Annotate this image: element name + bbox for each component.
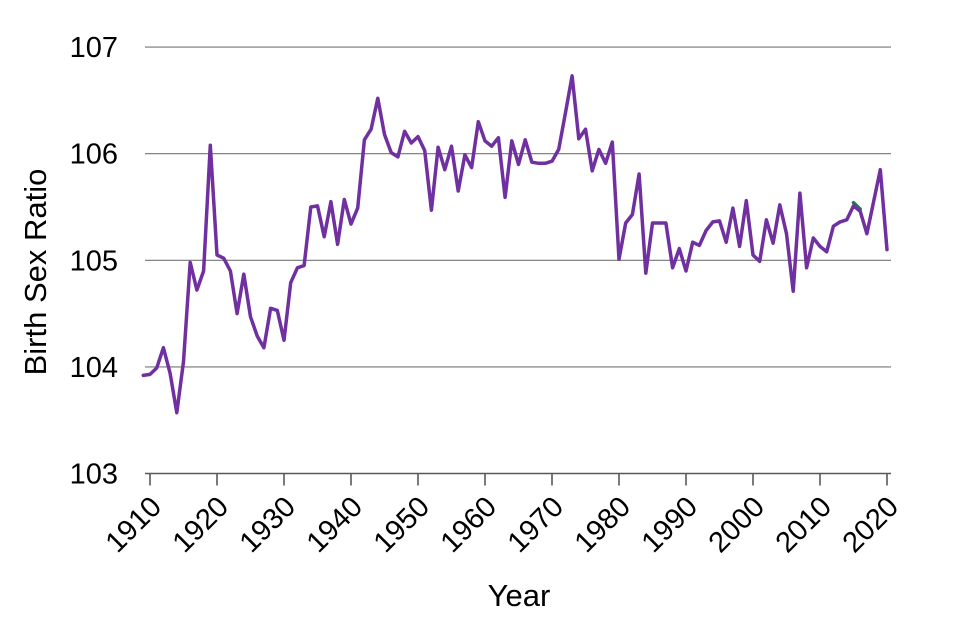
x-tick-label: 1930 <box>234 491 302 559</box>
x-tick-label: 2000 <box>703 491 771 559</box>
y-tick-label: 104 <box>70 352 118 384</box>
y-tick-label: 103 <box>70 459 118 491</box>
x-tick-label: 2020 <box>837 491 905 559</box>
x-tick-label: 1920 <box>167 491 235 559</box>
y-tick-label: 105 <box>70 245 118 277</box>
x-tick-label: 2010 <box>770 491 838 559</box>
x-tick-label: 1980 <box>569 491 637 559</box>
y-tick-label: 107 <box>70 32 118 64</box>
x-tick-label: 1940 <box>301 491 369 559</box>
series-line-birth-sex-ratio <box>141 74 889 415</box>
x-tick-label: 1960 <box>435 491 503 559</box>
x-axis-title: Year <box>487 578 551 613</box>
y-axis-title: Birth Sex Ratio <box>18 168 53 376</box>
x-tick-label: 1970 <box>502 491 570 559</box>
x-tick-label: 1910 <box>100 491 168 559</box>
x-tick-label: 1950 <box>368 491 436 559</box>
y-tick-label: 106 <box>70 139 118 171</box>
series-line-overlay-series-green <box>851 200 862 211</box>
x-tick-label: 1990 <box>636 491 704 559</box>
